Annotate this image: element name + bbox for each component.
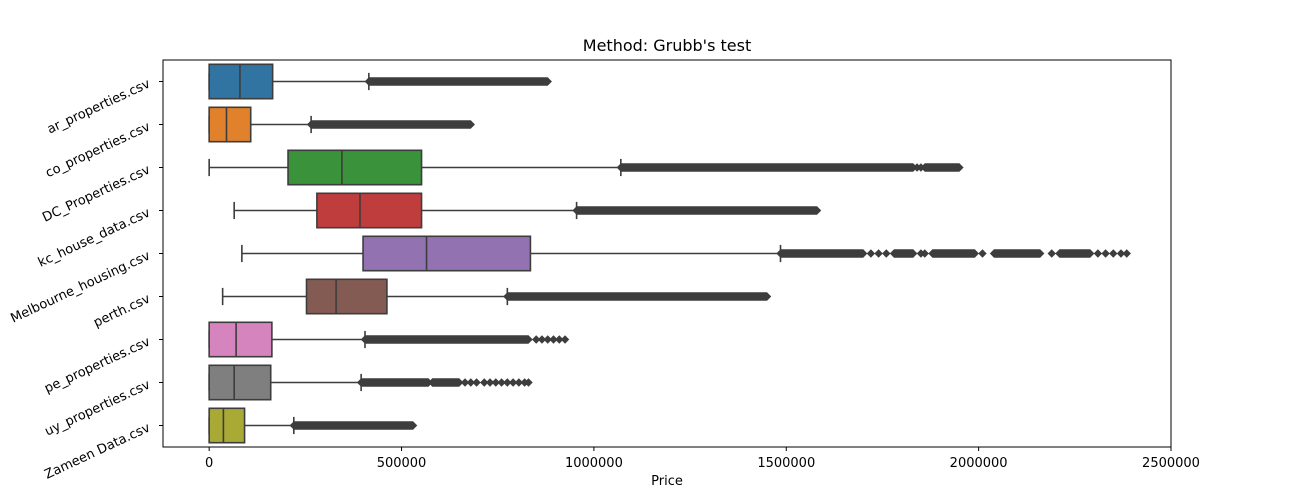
- box-group: [241, 235, 1131, 272]
- outlier-run: [616, 163, 918, 172]
- box-group: [208, 321, 570, 358]
- outlier-run: [289, 421, 418, 430]
- outlier-point: [1101, 249, 1110, 258]
- outlier-point: [916, 163, 926, 172]
- outlier-point: [514, 378, 524, 387]
- outlier-point: [1122, 249, 1131, 258]
- outlier-point: [537, 335, 547, 344]
- outlier-point: [466, 378, 475, 387]
- outlier-point: [543, 335, 552, 344]
- outlier-point: [882, 249, 891, 258]
- outlier-point: [480, 378, 489, 387]
- box-group: [208, 364, 533, 401]
- plot-area: ar_properties.csvco_properties.csvDC_Pro…: [8, 59, 1200, 483]
- outlier-run: [364, 77, 552, 86]
- x-tick-label: 2500000: [1142, 456, 1200, 471]
- outlier-run: [503, 292, 772, 301]
- box: [305, 278, 388, 315]
- plot-frame: [162, 59, 1172, 448]
- box: [316, 192, 423, 229]
- outlier-run: [306, 120, 475, 129]
- outlier-point: [460, 378, 470, 387]
- y-tick-label: perth.csv: [91, 291, 153, 330]
- outlier-run: [356, 378, 433, 387]
- outlier-point: [472, 378, 481, 387]
- outlier-point: [485, 378, 495, 387]
- outlier-run: [989, 249, 1045, 258]
- outlier-point: [874, 249, 883, 258]
- x-tick-label: 1500000: [757, 456, 815, 471]
- box-group: [208, 106, 475, 143]
- outlier-point: [508, 378, 518, 387]
- box-group: [221, 278, 772, 315]
- outlier-run: [360, 335, 533, 344]
- outlier-point: [503, 378, 512, 387]
- chart-title: Method: Grubb's test: [583, 36, 751, 55]
- outlier-run: [776, 249, 868, 258]
- x-tick-label: 2000000: [950, 456, 1008, 471]
- box-group: [208, 63, 552, 100]
- outlier-point: [549, 335, 558, 344]
- outlier-point: [1093, 249, 1103, 258]
- outlier-point: [978, 249, 987, 258]
- box-group: [208, 149, 964, 186]
- box: [208, 106, 252, 143]
- outlier-run: [920, 163, 964, 172]
- x-tick-label: 0: [205, 456, 213, 471]
- box: [208, 321, 273, 358]
- outlier-point: [920, 249, 929, 258]
- box: [362, 235, 532, 272]
- outlier-point: [497, 378, 506, 387]
- x-tick-label: 1000000: [565, 456, 623, 471]
- outlier-point: [491, 378, 500, 387]
- box: [208, 364, 272, 401]
- outlier-run: [428, 378, 464, 387]
- x-axis-label: Price: [651, 474, 683, 489]
- outlier-run: [572, 206, 822, 215]
- box: [208, 407, 246, 444]
- outlier-run: [928, 249, 979, 258]
- outlier-run: [1055, 249, 1095, 258]
- outlier-run: [889, 249, 918, 258]
- outlier-point: [866, 249, 876, 258]
- box: [208, 63, 274, 100]
- x-tick-label: 500000: [377, 456, 427, 471]
- outlier-point: [531, 335, 541, 344]
- box-group: [208, 407, 418, 444]
- outlier-point: [524, 378, 533, 387]
- box: [287, 149, 423, 186]
- outlier-point: [1047, 249, 1056, 258]
- outlier-point: [1109, 249, 1118, 258]
- outlier-point: [555, 335, 564, 344]
- outlier-point: [560, 335, 570, 344]
- box-group: [233, 192, 822, 229]
- outlier-point: [1116, 249, 1126, 258]
